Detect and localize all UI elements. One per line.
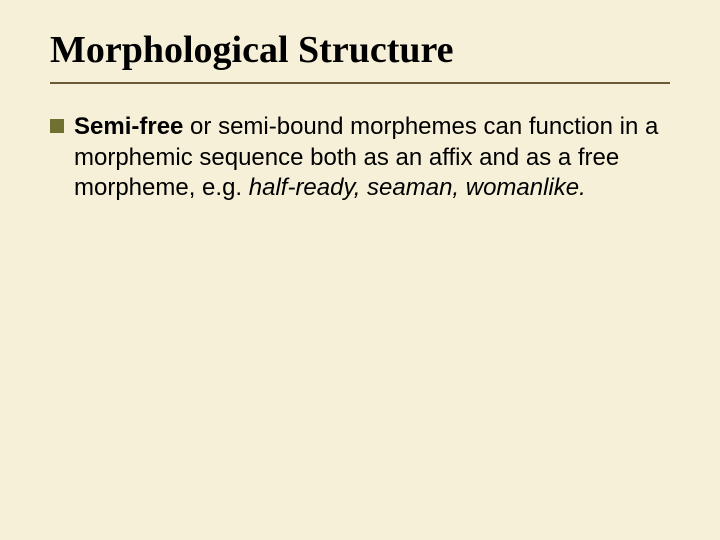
slide-title: Morphological Structure xyxy=(50,30,670,72)
bullet-text: Semi-free or semi-bound morphemes can fu… xyxy=(74,112,670,204)
square-bullet-icon xyxy=(50,119,64,133)
title-underline xyxy=(50,82,670,84)
slide: Morphological Structure Semi-free or sem… xyxy=(0,0,720,540)
text-run: half-ready, seaman, womanlike. xyxy=(249,174,586,201)
bullet-item: Semi-free or semi-bound morphemes can fu… xyxy=(50,112,670,204)
text-run: Semi-free xyxy=(74,113,183,140)
body-area: Semi-free or semi-bound morphemes can fu… xyxy=(50,112,670,204)
title-area: Morphological Structure xyxy=(50,30,670,84)
